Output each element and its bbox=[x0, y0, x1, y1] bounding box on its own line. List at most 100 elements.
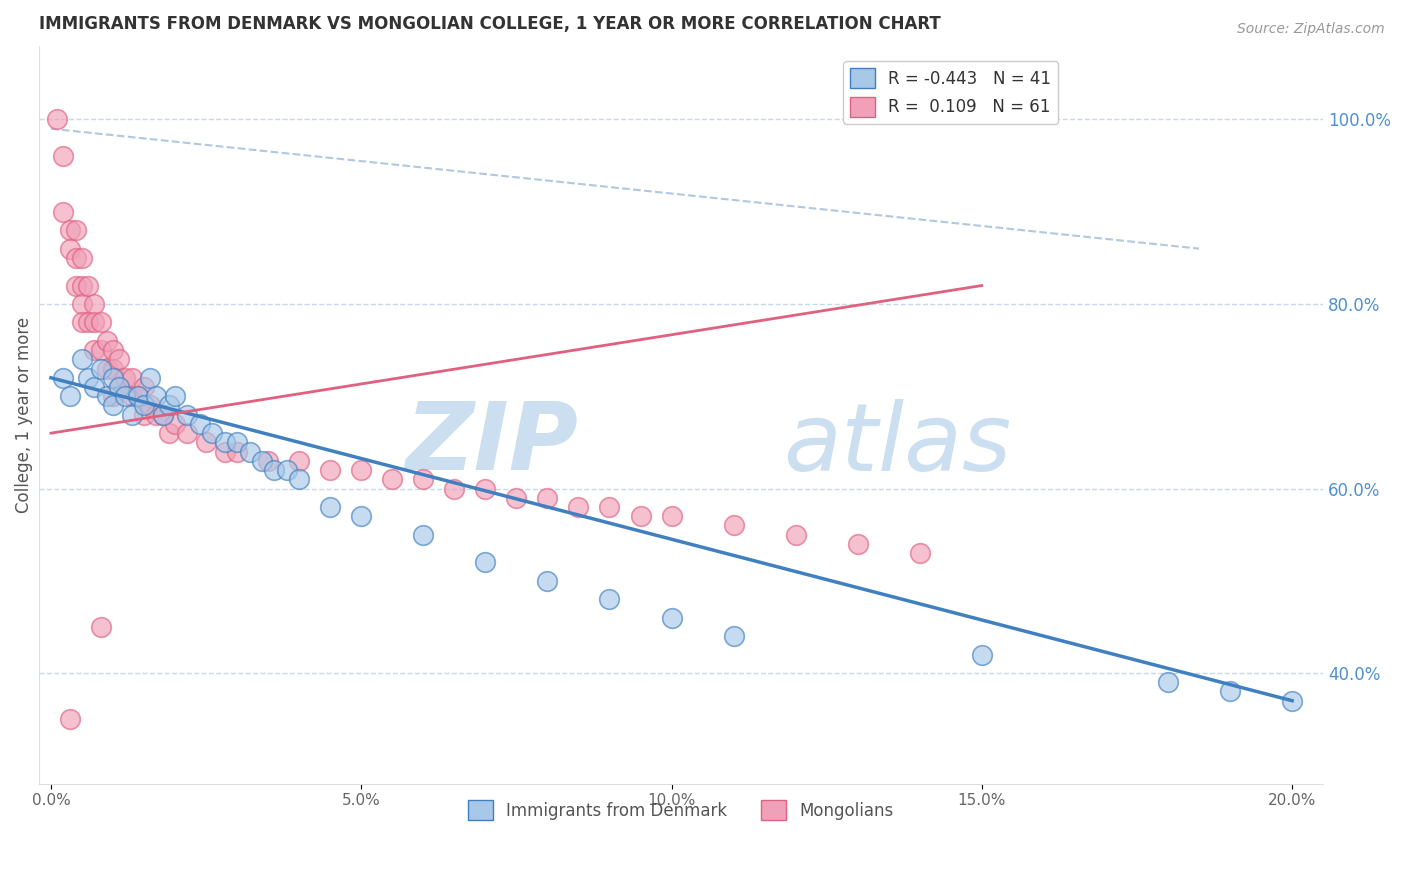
Point bbox=[96, 389, 118, 403]
Point bbox=[970, 648, 993, 662]
Point bbox=[77, 278, 100, 293]
Point bbox=[127, 389, 149, 403]
Point bbox=[176, 408, 198, 422]
Point bbox=[165, 389, 187, 403]
Point bbox=[474, 555, 496, 569]
Point bbox=[567, 500, 589, 514]
Text: ZIP: ZIP bbox=[405, 398, 578, 491]
Point bbox=[77, 315, 100, 329]
Point bbox=[46, 112, 69, 127]
Point bbox=[226, 435, 249, 450]
Text: atlas: atlas bbox=[783, 399, 1012, 490]
Point bbox=[96, 361, 118, 376]
Point bbox=[121, 408, 143, 422]
Point bbox=[238, 444, 260, 458]
Point bbox=[157, 399, 180, 413]
Point bbox=[176, 426, 198, 441]
Point bbox=[288, 472, 311, 486]
Point bbox=[661, 509, 683, 524]
Point bbox=[101, 343, 124, 358]
Y-axis label: College, 1 year or more: College, 1 year or more bbox=[15, 317, 32, 513]
Point bbox=[139, 399, 162, 413]
Point bbox=[58, 712, 80, 726]
Point bbox=[70, 251, 93, 265]
Point bbox=[152, 408, 174, 422]
Point bbox=[908, 546, 931, 560]
Point bbox=[145, 408, 167, 422]
Point bbox=[598, 592, 620, 607]
Point bbox=[90, 343, 112, 358]
Point bbox=[108, 380, 131, 394]
Point bbox=[96, 334, 118, 348]
Point bbox=[70, 297, 93, 311]
Point bbox=[1219, 684, 1241, 698]
Point bbox=[723, 518, 745, 533]
Point bbox=[83, 315, 105, 329]
Point bbox=[288, 454, 311, 468]
Point bbox=[381, 472, 404, 486]
Point bbox=[114, 371, 136, 385]
Point bbox=[58, 389, 80, 403]
Point bbox=[165, 417, 187, 431]
Point bbox=[505, 491, 527, 505]
Point bbox=[121, 389, 143, 403]
Point bbox=[121, 371, 143, 385]
Point bbox=[114, 389, 136, 403]
Point bbox=[661, 610, 683, 624]
Point bbox=[65, 223, 87, 237]
Point bbox=[101, 389, 124, 403]
Point bbox=[52, 204, 75, 219]
Point bbox=[58, 242, 80, 256]
Point bbox=[152, 408, 174, 422]
Point bbox=[83, 297, 105, 311]
Point bbox=[536, 491, 558, 505]
Point bbox=[145, 389, 167, 403]
Point bbox=[1281, 694, 1303, 708]
Point bbox=[257, 454, 280, 468]
Point bbox=[350, 509, 373, 524]
Point bbox=[132, 399, 155, 413]
Text: IMMIGRANTS FROM DENMARK VS MONGOLIAN COLLEGE, 1 YEAR OR MORE CORRELATION CHART: IMMIGRANTS FROM DENMARK VS MONGOLIAN COL… bbox=[38, 15, 941, 33]
Point bbox=[83, 380, 105, 394]
Text: Source: ZipAtlas.com: Source: ZipAtlas.com bbox=[1237, 22, 1385, 37]
Point bbox=[214, 435, 236, 450]
Point bbox=[77, 371, 100, 385]
Point bbox=[412, 527, 434, 541]
Legend: Immigrants from Denmark, Mongolians: Immigrants from Denmark, Mongolians bbox=[461, 793, 900, 827]
Point bbox=[598, 500, 620, 514]
Point bbox=[201, 426, 224, 441]
Point bbox=[90, 361, 112, 376]
Point bbox=[108, 352, 131, 367]
Point bbox=[474, 482, 496, 496]
Point bbox=[846, 537, 869, 551]
Point bbox=[250, 454, 273, 468]
Point bbox=[52, 371, 75, 385]
Point bbox=[536, 574, 558, 588]
Point bbox=[108, 380, 131, 394]
Point bbox=[1157, 675, 1180, 690]
Point bbox=[127, 389, 149, 403]
Point bbox=[276, 463, 298, 477]
Point bbox=[319, 463, 342, 477]
Point bbox=[319, 500, 342, 514]
Point bbox=[101, 399, 124, 413]
Point bbox=[723, 629, 745, 643]
Point bbox=[65, 278, 87, 293]
Point bbox=[226, 444, 249, 458]
Point bbox=[70, 352, 93, 367]
Point bbox=[157, 426, 180, 441]
Point bbox=[214, 444, 236, 458]
Point bbox=[70, 278, 93, 293]
Point bbox=[630, 509, 652, 524]
Point bbox=[443, 482, 465, 496]
Point bbox=[70, 315, 93, 329]
Point bbox=[83, 343, 105, 358]
Point bbox=[90, 315, 112, 329]
Point bbox=[90, 620, 112, 634]
Point bbox=[785, 527, 807, 541]
Point bbox=[263, 463, 285, 477]
Point bbox=[101, 371, 124, 385]
Point bbox=[412, 472, 434, 486]
Point bbox=[101, 361, 124, 376]
Point bbox=[188, 417, 211, 431]
